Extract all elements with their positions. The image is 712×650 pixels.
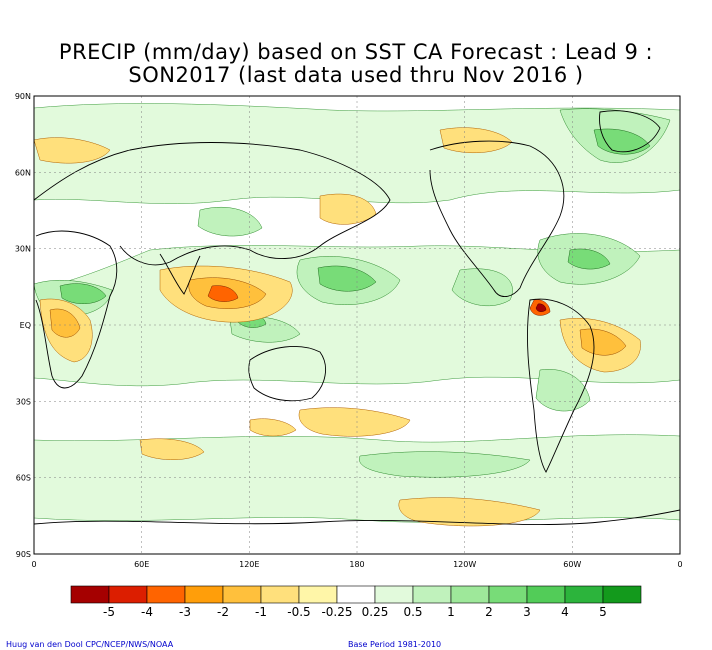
author-credit: Huug van den Dool CPC/NCEP/NWS/NOAA [6,640,174,649]
precip-anomaly-field [34,103,680,527]
colorbar-label: -3 [179,605,191,619]
lon-label-120e: 120E [239,560,259,569]
colorbar-label: -5 [103,605,115,619]
latitude-axis: 90N 60N 30N EQ 30S 60S 90S [15,92,31,559]
colorbar-label: 4 [561,605,569,619]
graticule [34,96,680,554]
colorbar-label: 0.25 [362,605,389,619]
lon-label-0-right: 0 [677,560,682,569]
lon-label-60e: 60E [134,560,149,569]
map-title-line-2: SON2017 (last data used thru Nov 2016 ) [128,63,584,87]
colorbar-label: -1 [255,605,267,619]
lon-label-180: 180 [349,560,364,569]
colorbar: -5 -4 -3 -2 -1 -0.5 -0.25 0.25 0.5 1 2 3 4 5 [70,585,642,619]
colorbar-swatch [260,585,300,604]
lat-label-90n: 90N [15,92,31,101]
colorbar-swatch [222,585,262,604]
map-title-line-1: PRECIP (mm/day) based on SST CA Forecast… [58,40,654,64]
lon-label-60w: 60W [563,560,581,569]
colorbar-label: -0.25 [321,605,352,619]
colorbar-label: 2 [485,605,493,619]
colorbar-swatch [298,585,338,604]
lat-label-90s: 90S [16,550,31,559]
colorbar-swatch [336,585,376,604]
coastlines [34,110,680,525]
lat-label-30s: 30S [16,397,31,406]
colorbar-swatch [70,585,110,604]
colorbar-swatch [526,585,566,604]
colorbar-swatch [488,585,528,604]
lat-label-60s: 60S [16,474,31,483]
colorbar-label: 0.5 [403,605,422,619]
map-frame [33,95,681,555]
colorbar-swatch [450,585,490,604]
colorbar-label: -0.5 [287,605,310,619]
colorbar-swatch [412,585,452,604]
colorbar-label: -2 [217,605,229,619]
base-period-note: Base Period 1981-2010 [348,640,442,649]
colorbar-swatch [146,585,186,604]
colorbar-label: -4 [141,605,153,619]
colorbar-label: 5 [599,605,607,619]
longitude-axis: 0 60E 120E 180 120W 60W 0 [31,560,682,569]
colorbar-swatch [374,585,414,604]
lat-label-60n: 60N [15,168,31,177]
colorbar-label: 1 [447,605,455,619]
lon-label-120w: 120W [453,560,476,569]
colorbar-swatch [602,585,642,604]
lat-label-30n: 30N [15,245,31,254]
lat-label-eq: EQ [20,321,31,330]
colorbar-swatch [184,585,224,604]
colorbar-swatch [108,585,148,604]
colorbar-swatch [564,585,604,604]
lon-label-0-left: 0 [31,560,36,569]
colorbar-label: 3 [523,605,531,619]
